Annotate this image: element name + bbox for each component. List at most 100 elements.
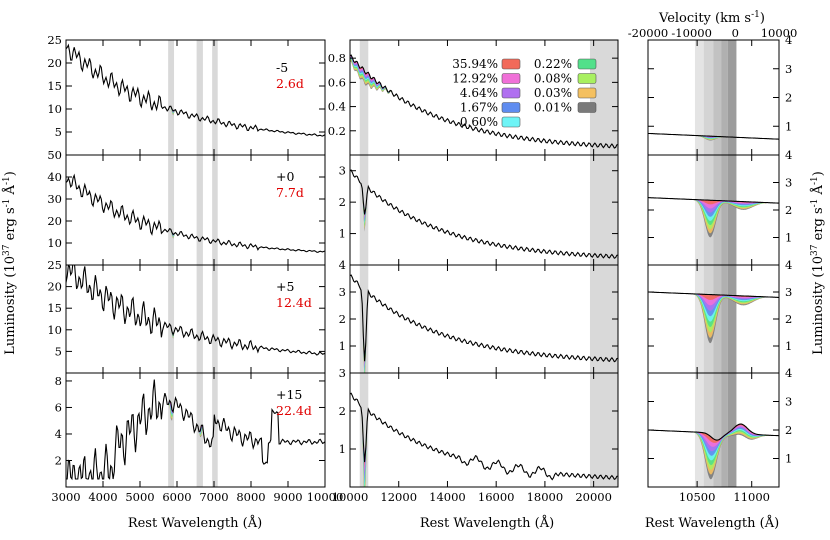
panel-r3-c1 — [350, 373, 618, 487]
panel-r3-c0 — [66, 373, 325, 487]
legend: 35.94%12.92%4.64%1.67%0.60%0.22%0.08%0.0… — [452, 57, 597, 129]
ytick-label: 8 — [55, 374, 62, 388]
ytick-label: 3 — [785, 395, 792, 409]
shade-band — [703, 373, 714, 487]
shade-band — [359, 40, 369, 155]
panel-frame — [65, 39, 326, 156]
shade-band — [694, 40, 704, 155]
ytick-label: 50 — [47, 148, 62, 162]
panel-r1-c1 — [350, 155, 618, 265]
ylabel-right: Luminosity (1037 erg s-1 Å-1) — [810, 171, 826, 355]
legend-label: 0.60% — [460, 115, 498, 129]
xtick-label: 3000 — [51, 490, 80, 504]
shade-band — [703, 40, 714, 155]
shade-band — [212, 40, 218, 155]
xtick-label: 5000 — [125, 490, 154, 504]
legend-swatch — [577, 87, 597, 99]
observed-spectrum-line — [350, 169, 618, 259]
band-0.22% — [350, 393, 618, 487]
observed-spectrum-line — [66, 379, 325, 481]
shade-band — [168, 265, 175, 373]
ytick-label: 1 — [339, 339, 346, 353]
legend-swatch — [501, 102, 521, 113]
ytick-label: 5 — [55, 125, 62, 139]
band-0.22% — [350, 275, 618, 373]
ytick-label: 30 — [47, 192, 62, 206]
panel-r0-c2 — [648, 40, 779, 155]
legend-label: 12.92% — [452, 72, 498, 86]
band-35.94% — [648, 292, 779, 300]
ytick-label: 4 — [785, 258, 792, 272]
figure-labels: Rest Wavelength (Å) Rest Wavelength (Å) … — [2, 10, 826, 531]
legend-label: 0.22% — [534, 57, 572, 71]
shade-band — [196, 373, 203, 487]
ytick-label: 1 — [785, 119, 792, 133]
ytick-label: 3 — [339, 285, 346, 299]
band-4.64% — [350, 170, 618, 259]
epoch-days: 22.4d — [276, 403, 312, 418]
shade-band — [359, 373, 369, 487]
band-0.03% — [350, 170, 618, 259]
panel-r1-c2 — [648, 155, 779, 265]
ytick-label: 3 — [339, 164, 346, 178]
ytick-label: 10 — [47, 236, 62, 250]
shade-band — [212, 265, 218, 373]
ytick-label: 2 — [785, 203, 792, 217]
ytick-label: 3 — [785, 62, 792, 76]
shade-band — [694, 265, 704, 373]
legend-label: 0.08% — [534, 72, 572, 86]
ytick-label: 0.8 — [328, 51, 346, 65]
ytick-label: 1 — [785, 339, 792, 353]
legend-swatch — [501, 87, 521, 99]
xtick-label: 10500 — [679, 490, 716, 504]
epoch-label: +0 — [276, 169, 294, 184]
shade-band — [727, 265, 737, 373]
shade-band — [721, 155, 728, 265]
ytick-label: 1 — [785, 452, 792, 466]
panel-r2-c1 — [350, 265, 618, 373]
xtick-label: 9000 — [273, 490, 302, 504]
ytick-label: 0.4 — [328, 100, 346, 114]
xlabel-col2: Rest Wavelength (Å) — [420, 515, 554, 531]
panel-frame — [65, 372, 326, 488]
ytick-label: 6 — [55, 400, 62, 414]
shade-band — [196, 155, 203, 265]
ytick-label: 2 — [339, 195, 346, 209]
xlabel-col3: Rest Wavelength (Å) — [645, 515, 779, 531]
shade-band — [721, 373, 728, 487]
band-0.08% — [350, 170, 618, 259]
observed-spectrum-line — [66, 265, 325, 356]
panel-grid: 5101520250.20.40.60.81234-52.6d102030405… — [47, 33, 792, 504]
band-0.08% — [350, 275, 618, 373]
observed-spectrum-line — [648, 423, 779, 441]
xtick-label: 14000 — [429, 490, 466, 504]
band-1.67% — [350, 393, 618, 485]
shade-band — [589, 373, 618, 487]
band-0.60% — [350, 275, 618, 373]
shade-band — [727, 155, 737, 265]
ytick-label: 0.6 — [328, 75, 346, 89]
epoch-label: +15 — [276, 387, 302, 402]
observed-spectrum-line — [350, 392, 618, 481]
legend-label: 1.67% — [460, 101, 498, 115]
panel-frame — [349, 372, 619, 488]
shade-band — [168, 155, 175, 265]
panel-frame — [349, 264, 619, 374]
panel-r2-c0 — [66, 265, 325, 373]
ytick-label: 20 — [47, 214, 62, 228]
band-0.08% — [350, 393, 618, 487]
ytick-label: 1 — [785, 231, 792, 245]
band-35.94% — [350, 170, 618, 259]
ylabel-left: Luminosity (1037 erg s-1 Å-1) — [2, 171, 18, 355]
legend-swatch — [501, 58, 521, 70]
band-35.94% — [648, 197, 779, 205]
top-axis-title: Velocity (km s-1) — [658, 10, 765, 26]
ytick-label: 4 — [55, 427, 62, 441]
shade-band — [694, 155, 704, 265]
shade-band — [196, 265, 203, 373]
legend-swatch — [577, 73, 597, 84]
shade-band — [721, 40, 728, 155]
ytick-label: 2 — [785, 423, 792, 437]
ytick-label: 20 — [47, 56, 62, 70]
xtick-label: 11000 — [733, 490, 770, 504]
